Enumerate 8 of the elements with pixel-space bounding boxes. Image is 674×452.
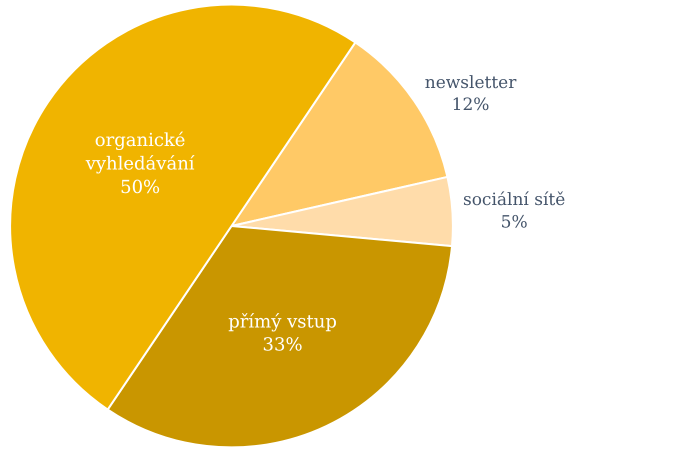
data-label: 12% [452,95,490,116]
slice-label: newsletter [424,73,518,94]
slice-label: organické vyhledávání [84,130,195,175]
data-label: 33% [262,334,303,356]
data-label: 5% [500,212,528,232]
data-label: 50% [120,176,160,198]
slice-label: přímý vstup [228,311,337,332]
slice-label: sociální sítě [462,190,566,210]
